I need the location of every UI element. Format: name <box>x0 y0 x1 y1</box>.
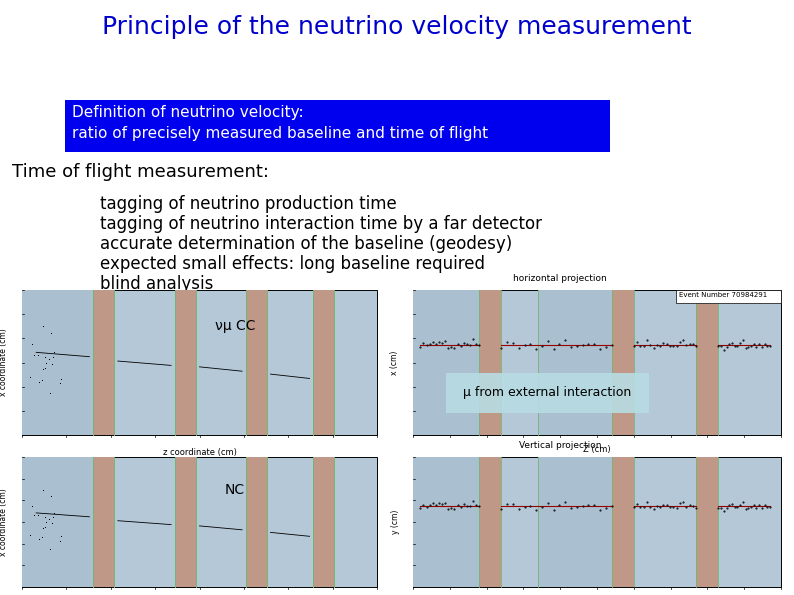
Bar <box>413 457 480 587</box>
Text: blind analysis: blind analysis <box>100 275 214 293</box>
Text: expected small effects: long baseline required: expected small effects: long baseline re… <box>100 255 485 273</box>
Text: νμ CC: νμ CC <box>214 320 255 333</box>
Text: Z (cm): Z (cm) <box>583 445 611 454</box>
Bar <box>622 290 634 435</box>
Text: accurate determination of the baseline (geodesy): accurate determination of the baseline (… <box>100 235 512 253</box>
Bar <box>446 372 649 414</box>
Text: z coordinate (cm): z coordinate (cm) <box>163 448 237 457</box>
Text: Event Number 70984291: Event Number 70984291 <box>679 292 767 298</box>
Bar <box>256 457 267 587</box>
Bar <box>696 290 707 435</box>
Bar <box>185 290 196 435</box>
Bar <box>538 290 611 435</box>
Bar <box>324 457 334 587</box>
Bar <box>611 457 622 587</box>
Bar <box>490 290 501 435</box>
Text: Time of flight measurement:: Time of flight measurement: <box>12 163 269 181</box>
Bar <box>185 457 196 587</box>
Bar <box>93 457 104 587</box>
Bar <box>490 457 501 587</box>
Bar <box>175 457 185 587</box>
Bar <box>22 290 93 435</box>
Bar <box>104 290 114 435</box>
Bar <box>538 457 611 587</box>
Bar <box>104 457 114 587</box>
Bar <box>65 100 610 152</box>
Text: y (cm): y (cm) <box>391 510 399 534</box>
Bar <box>22 457 93 587</box>
Bar <box>22 457 377 587</box>
Text: tagging of neutrino interaction time by a far detector: tagging of neutrino interaction time by … <box>100 215 542 233</box>
Bar <box>313 457 324 587</box>
Text: μ from external interaction: μ from external interaction <box>463 386 631 399</box>
Bar <box>245 290 256 435</box>
Bar <box>245 457 256 587</box>
Bar <box>93 290 104 435</box>
Bar <box>611 290 622 435</box>
Bar <box>22 290 377 435</box>
Bar <box>324 290 334 435</box>
Bar <box>413 290 781 435</box>
Bar <box>622 457 634 587</box>
Text: x coordinate (cm): x coordinate (cm) <box>0 328 9 396</box>
Bar <box>175 290 185 435</box>
Bar <box>313 290 324 435</box>
Text: Principle of the neutrino velocity measurement: Principle of the neutrino velocity measu… <box>102 15 692 39</box>
Text: horizontal projection: horizontal projection <box>514 274 607 283</box>
Text: x coordinate (cm): x coordinate (cm) <box>0 488 9 556</box>
Text: NC: NC <box>225 483 245 496</box>
Bar <box>707 457 719 587</box>
Text: tagging of neutrino production time: tagging of neutrino production time <box>100 195 397 213</box>
Text: Vertical projection: Vertical projection <box>519 441 601 450</box>
Text: Definition of neutrino velocity:: Definition of neutrino velocity: <box>72 105 303 120</box>
Bar <box>480 290 490 435</box>
Text: ratio of precisely measured baseline and time of flight: ratio of precisely measured baseline and… <box>72 126 488 141</box>
Bar <box>256 290 267 435</box>
Bar <box>696 457 707 587</box>
Bar <box>413 457 781 587</box>
Bar <box>413 290 480 435</box>
Bar <box>480 457 490 587</box>
Text: x (cm): x (cm) <box>391 350 399 375</box>
Bar <box>676 290 781 303</box>
Bar <box>707 290 719 435</box>
